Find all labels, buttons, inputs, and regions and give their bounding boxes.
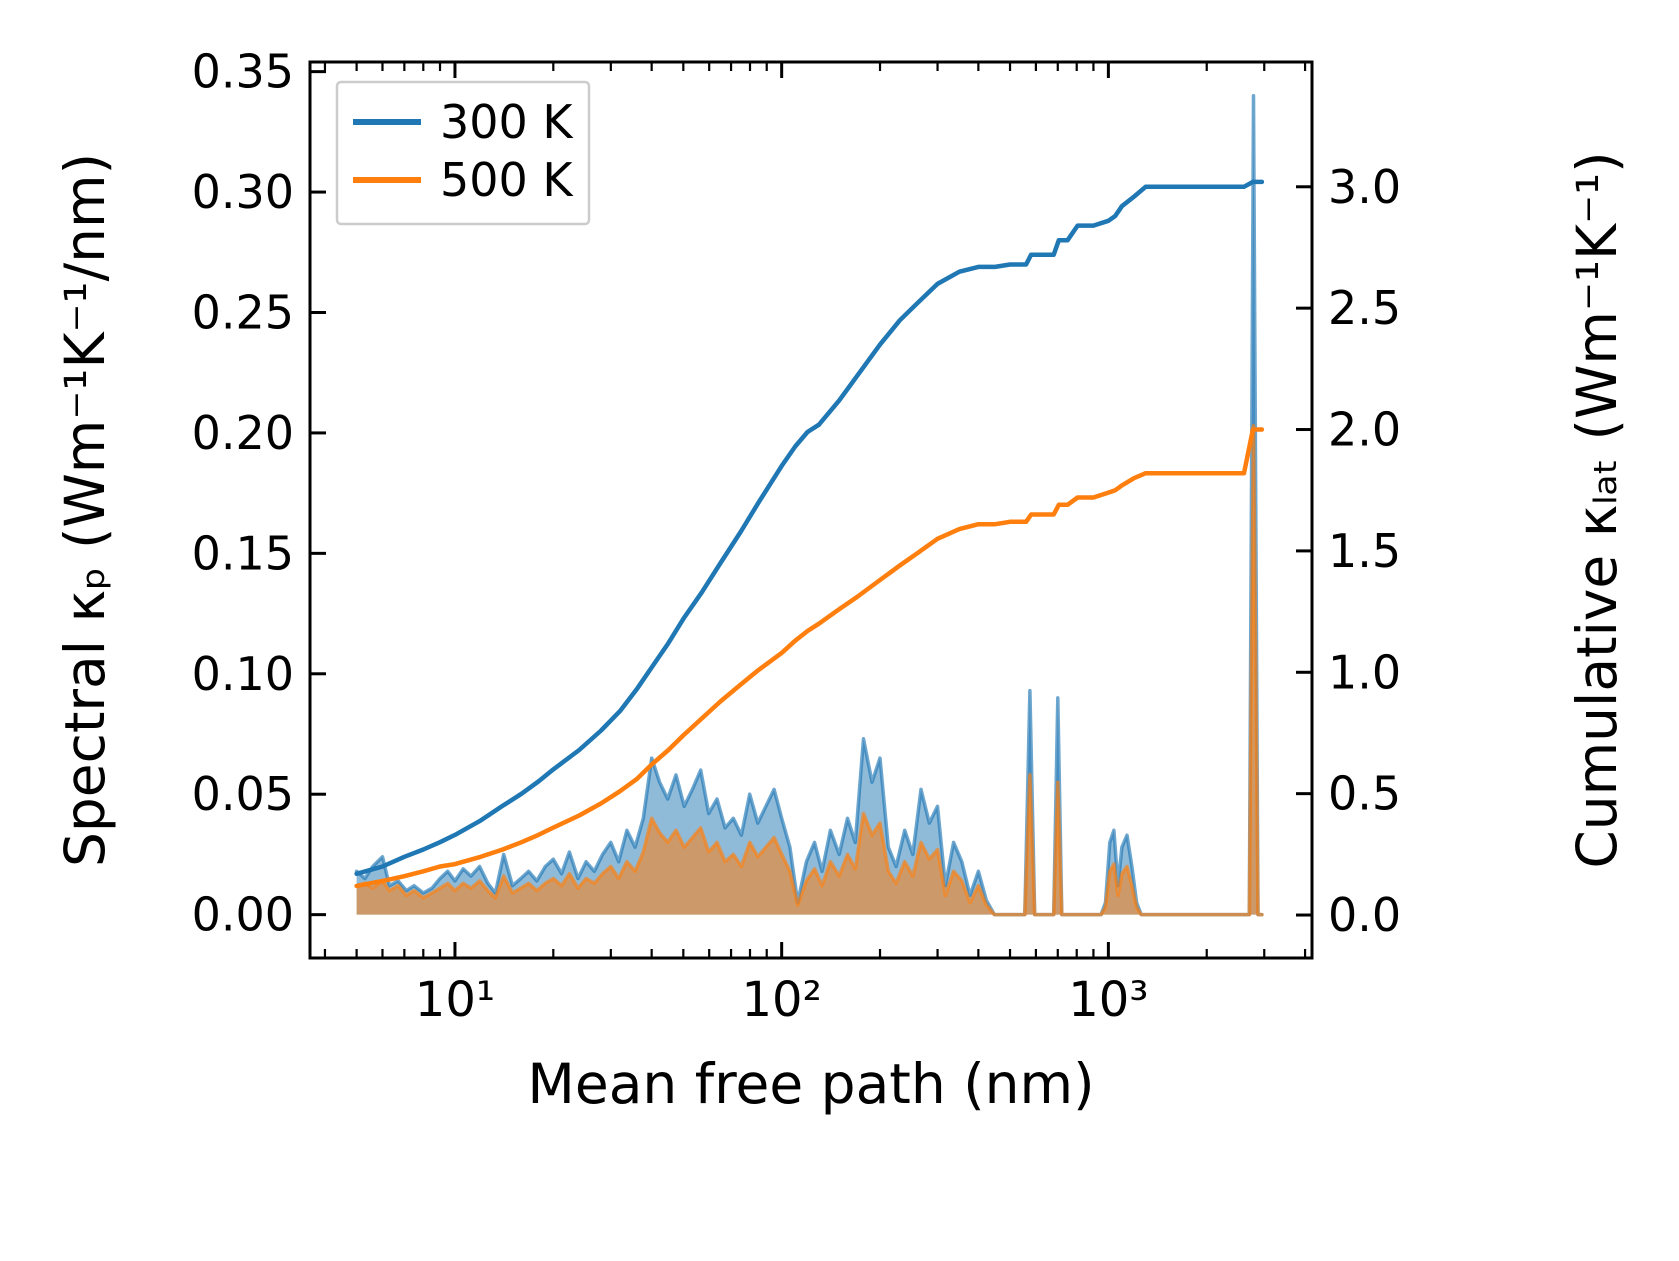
cumulative-series-group	[354, 179, 1265, 889]
y-right-tick-label: 2.5	[1328, 281, 1401, 335]
y-right-tick-label: 3.0	[1328, 160, 1401, 214]
legend-label: 500 K	[440, 153, 574, 207]
y-axis-label-right: Cumulative κₗₐₜ (Wm⁻¹K⁻¹)	[1565, 151, 1629, 868]
plot-spines	[308, 60, 1314, 960]
y-left-tick-label: 0.35	[192, 45, 294, 99]
y-axis-label-left: Spectral κₚ (Wm⁻¹K⁻¹/nm)	[53, 153, 117, 867]
x-tick-label: 10¹	[415, 972, 495, 1028]
legend-label: 300 K	[440, 95, 574, 149]
cumulative-line-300K	[354, 179, 1265, 877]
spectral-line-500K	[354, 423, 1264, 917]
y-right-tick-label: 0.5	[1328, 767, 1401, 821]
y-right-tick-label: 1.5	[1328, 524, 1401, 578]
y-left-tick-label: 0.00	[192, 888, 294, 942]
spectral-series-group	[354, 93, 1264, 917]
y-left-tick-label: 0.30	[192, 165, 294, 219]
cumulative-line-500K	[354, 427, 1265, 889]
y-right-tick-label: 1.0	[1328, 645, 1401, 699]
y-right-tick-label: 0.0	[1328, 888, 1401, 942]
x-tick-label: 10²	[742, 972, 822, 1028]
y-left-tick-label: 0.10	[192, 647, 294, 701]
y-left-tick-label: 0.05	[192, 767, 294, 821]
legend-frame	[335, 80, 591, 226]
x-tick-label: 10³	[1068, 972, 1148, 1028]
spectral-line-300K	[354, 93, 1264, 917]
x-axis-label: Mean free path (nm)	[527, 1052, 1094, 1116]
y-left-tick-label: 0.25	[192, 285, 294, 339]
y-right-tick-label: 2.0	[1328, 403, 1401, 457]
y-left-tick-label: 0.20	[192, 406, 294, 460]
y-left-tick-label: 0.15	[192, 526, 294, 580]
axes-group: 10¹ 10² 10³ 0.00 0.05 0.10 0.15 0.20 0.25 0.30 0.3…	[53, 45, 1629, 1116]
